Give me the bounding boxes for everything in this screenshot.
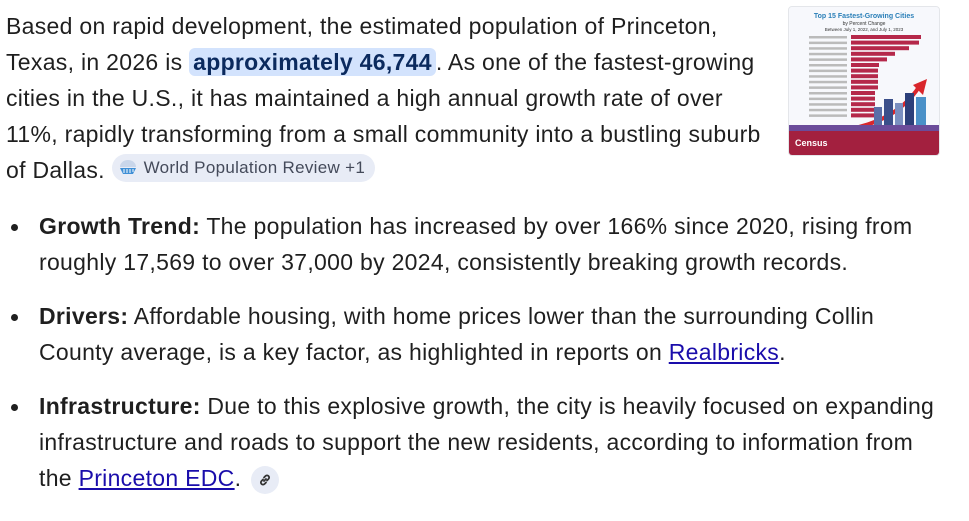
thumbnail-title: Top 15 Fastest-Growing Cities [814,13,914,20]
bullet-label: Infrastructure: [39,393,201,419]
realbricks-link[interactable]: Realbricks [668,339,780,365]
population-highlight: approximately 46,744 [189,48,436,76]
thumbnail-bar-label [809,97,847,101]
summary-text: Based on rapid development, the estimate… [6,13,718,75]
thumbnail-bar-label [809,58,847,61]
census-chart-thumbnail[interactable]: Top 15 Fastest-Growing Cities by Percent… [788,6,940,156]
census-chart-image: Top 15 Fastest-Growing Cities by Percent… [789,7,939,155]
thumbnail-bar [851,57,887,62]
thumbnail-subtitle: by Percent Change [843,21,886,27]
thumbnail-bar-label [809,92,847,95]
bullet-text-end: . [234,465,242,491]
bullet-label: Growth Trend: [39,213,201,239]
thumbnail-bar-label [809,52,847,56]
thumbnail-bar-label [809,108,847,112]
link-icon[interactable] [251,466,280,494]
thumbnail-bars [809,35,921,118]
bullet-text: The population has increased by over 166… [39,213,913,275]
thumbnail-bar-label [809,64,847,67]
thumbnail-bar [851,113,874,118]
thumbnail-bar [851,40,919,45]
thumbnail-bar-label [809,114,847,117]
source-chip-label: World Population Review +1 [143,158,366,177]
thumbnail-bar [851,79,878,84]
thumbnail-bar-label [809,47,847,50]
thumbnail-bar-label [809,80,847,84]
thumbnail-bar-label [809,36,847,39]
world-population-review-icon [119,160,136,174]
thumbnail-bar [851,91,875,95]
thumbnail-bar [851,96,875,101]
thumbnail-bar [851,107,874,112]
thumbnail-bar [851,35,921,39]
thumbnail-bar [851,85,878,90]
bullet-drivers: Drivers: Affordable housing, with home p… [0,298,945,370]
thumbnail-bar [851,46,909,51]
thumbnail-bar-label [809,86,847,89]
bullet-list: Growth Trend: The population has increas… [0,208,945,514]
bullet-growth-trend: Growth Trend: The population has increas… [0,208,945,280]
princeton-edc-link[interactable]: Princeton EDC [78,465,235,491]
bullet-text: Affordable housing, with home prices low… [39,303,875,365]
bullet-infrastructure: Infrastructure: Due to this explosive gr… [0,388,945,496]
thumbnail-bar-label [809,75,847,78]
bullet-text-end: . [779,339,786,365]
thumbnail-bar-label [809,69,847,73]
bullet-text: Due to this explosive growth, the city i… [39,393,935,491]
source-chip[interactable]: World Population Review +1 [111,154,376,182]
summary-text-continued: . As one of the fastest-growing cities i… [6,49,761,183]
thumbnail-bar [851,68,878,73]
thumbnail-subtitle2: Between July 1, 2022, and July 1, 2023 [825,27,904,32]
thumbnail-bar [851,63,879,67]
summary-paragraph: Based on rapid development, the estimate… [6,8,781,188]
bullet-label: Drivers: [39,303,129,329]
thumbnail-bar [851,74,878,79]
thumbnail-bar [851,102,875,107]
census-logo: Census [795,138,828,148]
thumbnail-bar-label [809,41,847,45]
thumbnail-bar [851,51,895,56]
thumbnail-bar-label [809,103,847,106]
